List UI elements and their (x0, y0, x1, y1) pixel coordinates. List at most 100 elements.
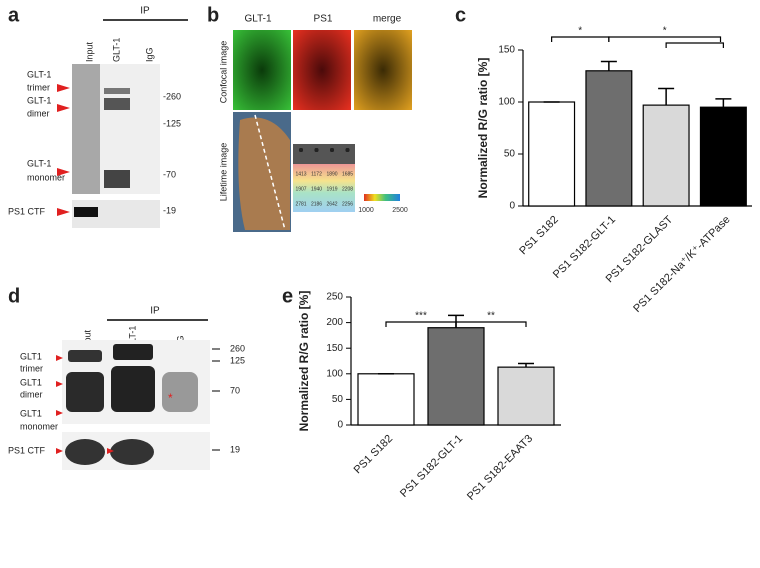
blot-band (74, 207, 98, 217)
bar (585, 70, 633, 207)
significance-label: *** (415, 311, 427, 322)
y-tick-label: 0 (509, 201, 515, 212)
band-label: GLT1 (20, 408, 42, 418)
band-label: GLT-1 (27, 158, 51, 168)
y-tick-label: 200 (326, 317, 343, 328)
bar (699, 106, 747, 207)
significance-bracket (455, 321, 527, 327)
image-detail (254, 114, 286, 231)
arrows: * (56, 355, 173, 454)
x-tick-label: PS1 S182 (517, 214, 561, 258)
significance-bracket (665, 42, 724, 48)
ip-label: IP (140, 6, 150, 17)
column-label: GLT-1 (244, 14, 271, 25)
roi (345, 148, 350, 152)
y-tick-label: 0 (337, 420, 343, 431)
lifetime-value: 2642 (326, 201, 337, 207)
y-tick-label: 150 (498, 45, 515, 56)
blot-band (104, 170, 130, 188)
band-label: trimer (27, 82, 50, 92)
mw-label: -19 (163, 205, 176, 215)
bar (357, 373, 415, 426)
band-label: PS1 CTF (8, 445, 46, 455)
band-label: monomer (27, 172, 65, 182)
panel-letter: c (455, 4, 466, 26)
x-tick-label: PS1 S182-GLT-1 (551, 214, 618, 281)
error-bar (518, 362, 534, 368)
mw-label: -125 (163, 118, 181, 128)
lifetime-value: 2256 (342, 201, 353, 207)
blot-band (104, 88, 130, 94)
lifetime-value: 1890 (326, 171, 337, 177)
lifetime-value: 1919 (326, 186, 337, 192)
significance-bracket (385, 321, 457, 327)
bar (642, 104, 690, 207)
mw-label: 125 (230, 355, 245, 365)
band-label: monomer (20, 421, 58, 431)
roi (330, 148, 334, 152)
arrows (57, 84, 70, 216)
blot-lane (72, 64, 100, 194)
lifetime-value: 2781 (295, 201, 306, 207)
blot-band (68, 350, 102, 362)
y-tick-label: 250 (326, 292, 343, 303)
panel-letter: e (282, 285, 293, 307)
blot-band (110, 439, 154, 465)
lane-label: GLT-1 (111, 38, 121, 62)
image (233, 30, 291, 110)
y-tick-label: 50 (332, 394, 344, 405)
lane-label: Input (84, 41, 94, 62)
lifetime-value: 1685 (342, 171, 353, 177)
y-tick-label: 100 (498, 97, 515, 108)
mw-label: -260 (163, 91, 181, 101)
scale-label: 2500 (392, 207, 408, 214)
x-tick-label: PS1 S182-EAAT3 (465, 433, 535, 503)
lane-label: IgG (144, 47, 154, 62)
blot-band (65, 439, 105, 465)
panel-letter: b (207, 4, 219, 26)
band-label: trimer (20, 363, 43, 373)
panel-letter: d (8, 285, 20, 307)
column-label: merge (373, 14, 402, 25)
lifetime-value: 1940 (311, 186, 322, 192)
image (354, 30, 412, 110)
bar (528, 101, 576, 207)
blot-band (111, 366, 155, 412)
roi (314, 148, 319, 152)
y-tick-label: 50 (504, 149, 516, 160)
blot-band (104, 98, 130, 110)
band-label: GLT-1 (27, 95, 51, 105)
image (293, 30, 351, 110)
color-scale (364, 194, 400, 201)
band-label: GLT1 (20, 377, 42, 387)
band-label: GLT-1 (27, 69, 51, 79)
lifetime-value: 2186 (311, 201, 322, 207)
lane-label: GLT-1 (127, 326, 137, 350)
significance-label: * (663, 26, 667, 37)
scale-label: 1000 (358, 207, 374, 214)
error-bar (715, 98, 732, 108)
column-label: PS1 (314, 14, 333, 25)
bar (497, 366, 555, 426)
y-axis-label: Normalized R/G ratio [%] (476, 58, 490, 199)
y-axis-label: Normalized R/G ratio [%] (297, 291, 311, 432)
band-label: dimer (27, 108, 50, 118)
x-tick-label: PS1 S182 (352, 433, 396, 477)
svg-text:*: * (168, 391, 173, 405)
lane-label: Input (82, 329, 92, 350)
mw-ticks (212, 348, 220, 451)
image-detail (238, 117, 290, 230)
x-tick-label: PS1 S182-GLT-1 (398, 433, 465, 500)
mw-label: 19 (230, 444, 240, 454)
band-label: PS1 CTF (8, 206, 46, 216)
band-label: GLT1 (20, 351, 42, 361)
row-label: Confocal image (218, 41, 228, 104)
y-tick-label: 100 (326, 368, 343, 379)
y-tick-label: 150 (326, 343, 343, 354)
significance-bracket (551, 36, 610, 42)
blot-band (66, 372, 104, 412)
lifetime-value: 1172 (311, 171, 322, 177)
significance-label: ** (487, 311, 495, 322)
mw-label: 260 (230, 343, 245, 353)
